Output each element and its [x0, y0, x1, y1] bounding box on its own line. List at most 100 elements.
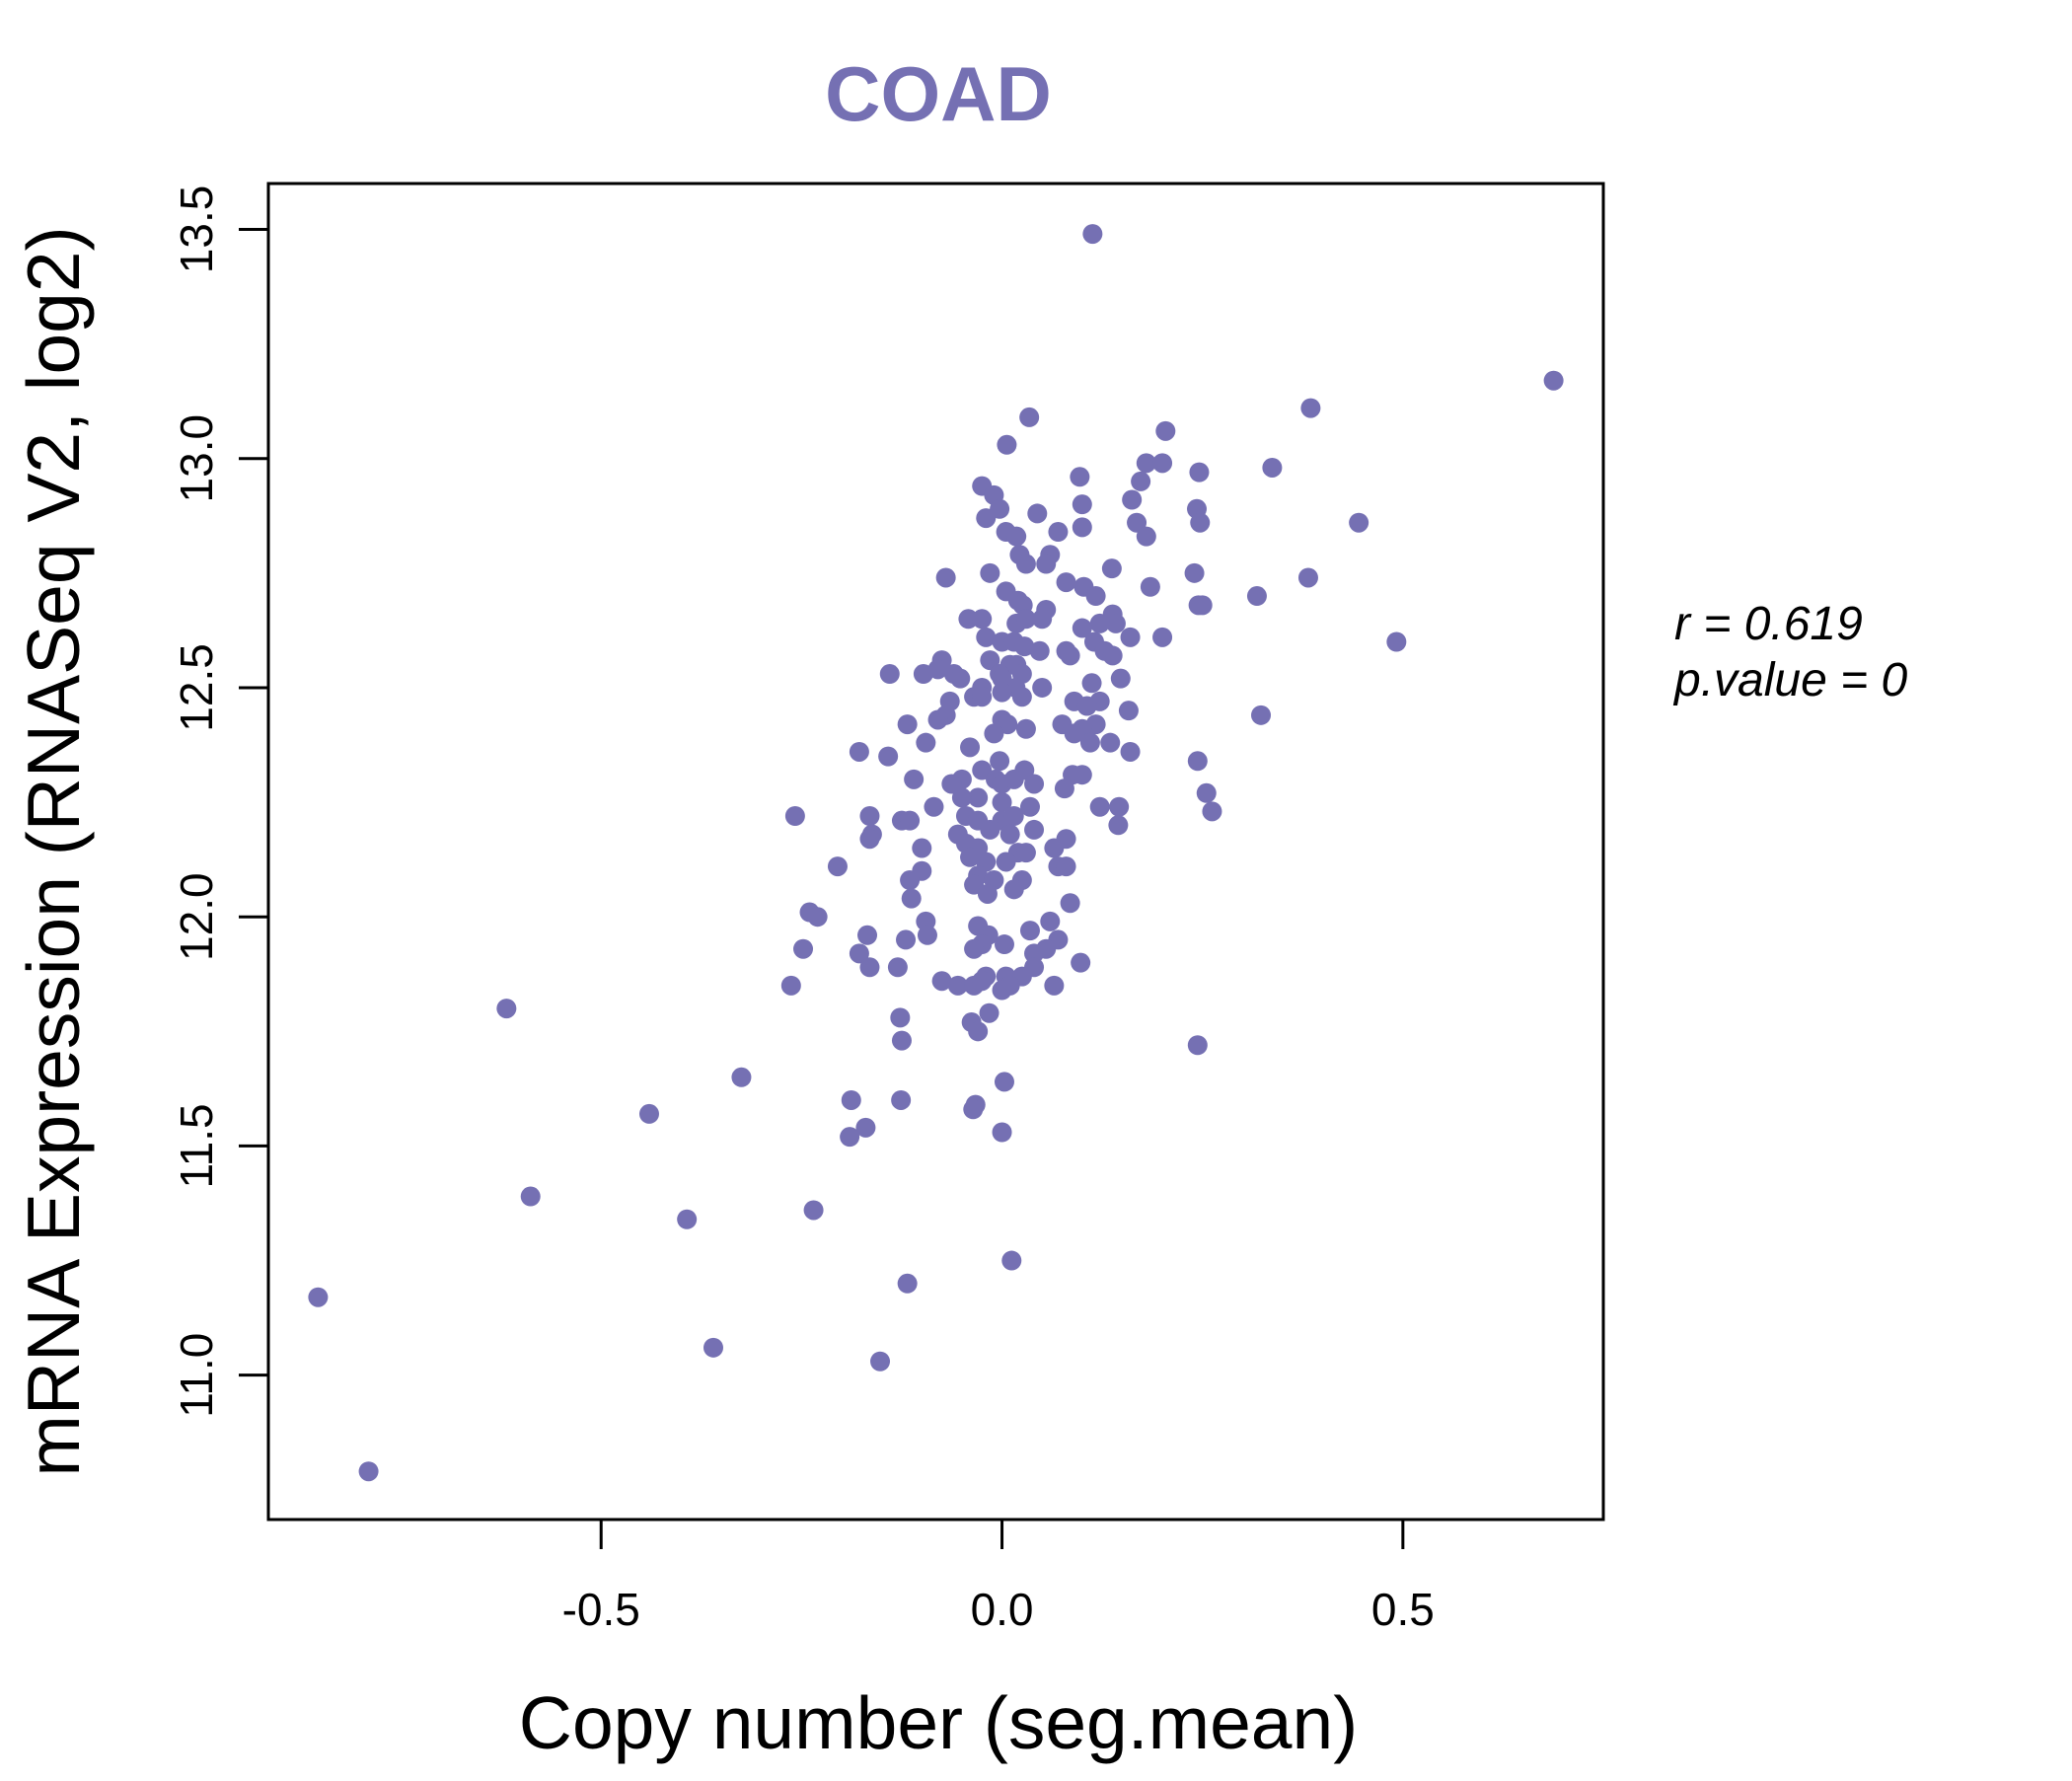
data-point	[972, 687, 993, 707]
data-point	[358, 1461, 379, 1482]
data-point	[1024, 774, 1045, 794]
data-point	[849, 943, 869, 964]
data-point	[1072, 618, 1092, 638]
data-point	[1064, 723, 1084, 744]
data-point	[968, 787, 989, 808]
data-point	[896, 929, 917, 950]
data-point	[879, 664, 900, 685]
data-point	[841, 1089, 861, 1110]
data-point	[1122, 489, 1143, 510]
data-point	[979, 1002, 999, 1023]
data-point	[1072, 494, 1092, 515]
data-point	[859, 806, 880, 827]
data-point	[977, 883, 998, 904]
data-point	[840, 1127, 860, 1148]
data-point	[994, 934, 1014, 955]
data-point	[1136, 526, 1156, 547]
data-point	[890, 1007, 911, 1028]
data-point	[870, 1351, 891, 1372]
data-point	[1040, 911, 1061, 931]
data-point	[1120, 627, 1141, 647]
data-point	[1015, 843, 1036, 863]
data-point	[1262, 457, 1283, 478]
data-point	[1300, 398, 1321, 418]
data-point	[807, 907, 828, 928]
data-point	[859, 957, 880, 978]
data-point	[1014, 636, 1035, 657]
data-point	[984, 723, 1004, 744]
data-point	[1070, 467, 1090, 487]
x-axis-title: Copy number (seg.mean)	[519, 1681, 1358, 1764]
data-point	[960, 847, 981, 867]
x-tick-label: 0.0	[971, 1584, 1034, 1635]
x-tick-label: -0.5	[562, 1584, 640, 1635]
data-point	[1101, 558, 1122, 579]
data-point	[1072, 517, 1092, 538]
data-point	[1127, 512, 1147, 533]
data-point	[904, 769, 925, 789]
data-point	[997, 434, 1017, 455]
data-point	[999, 824, 1020, 845]
data-point	[849, 741, 869, 762]
data-point	[638, 1103, 659, 1124]
data-point	[703, 1337, 723, 1358]
x-tick-label: 0.5	[1371, 1584, 1435, 1635]
data-point	[1024, 819, 1045, 840]
data-point	[1184, 562, 1205, 583]
y-axis-title: mRNA Expression (RNASeq V2, log2)	[12, 226, 95, 1476]
data-point	[963, 1099, 984, 1120]
data-point	[1072, 765, 1092, 785]
data-point	[968, 1021, 989, 1042]
data-point	[1190, 512, 1211, 533]
data-point	[1188, 595, 1209, 616]
y-axis: 11.0 11.5 12.0 12.5 13.0 13.5	[171, 186, 268, 1418]
data-point	[520, 1186, 541, 1207]
data-point	[793, 938, 814, 959]
data-point	[1019, 407, 1040, 427]
data-point	[924, 796, 944, 817]
data-point	[1246, 586, 1267, 607]
data-point	[913, 664, 933, 685]
p-value-label: p.value = 0	[1672, 654, 1907, 706]
data-point	[1003, 769, 1024, 789]
data-point	[901, 888, 922, 909]
data-point	[731, 1067, 752, 1087]
y-tick-label: 12.0	[171, 872, 222, 961]
data-point	[1027, 503, 1048, 524]
data-point	[1110, 668, 1131, 689]
data-point	[1015, 718, 1036, 739]
data-point	[917, 925, 937, 945]
data-point	[1019, 796, 1040, 817]
data-point	[1251, 705, 1272, 725]
data-point	[1071, 952, 1091, 973]
x-axis: -0.5 0.0 0.5	[562, 1520, 1435, 1635]
data-point	[677, 1209, 698, 1229]
data-points	[308, 224, 1564, 1482]
plot-frame	[266, 182, 1605, 1521]
data-point	[1187, 1035, 1208, 1056]
y-tick-label: 13.0	[171, 414, 222, 503]
correlation-r-label: r = 0.619	[1674, 598, 1863, 650]
data-point	[803, 1200, 824, 1221]
data-point	[1060, 645, 1080, 666]
data-point	[1029, 640, 1050, 661]
data-point	[857, 925, 878, 945]
data-point	[980, 819, 1000, 840]
data-point	[1015, 609, 1036, 630]
data-point	[1085, 586, 1106, 607]
data-point	[855, 1117, 876, 1138]
data-point	[897, 1273, 918, 1294]
data-point	[1136, 453, 1156, 474]
data-point	[827, 856, 848, 877]
chart-title: COAD	[825, 50, 1052, 137]
data-point	[859, 829, 880, 850]
data-point	[1001, 1250, 1022, 1271]
data-point	[900, 810, 921, 831]
data-point	[950, 668, 971, 689]
data-point	[1003, 806, 1024, 827]
data-point	[1036, 554, 1057, 574]
data-point	[1011, 687, 1032, 707]
data-point	[897, 714, 918, 735]
